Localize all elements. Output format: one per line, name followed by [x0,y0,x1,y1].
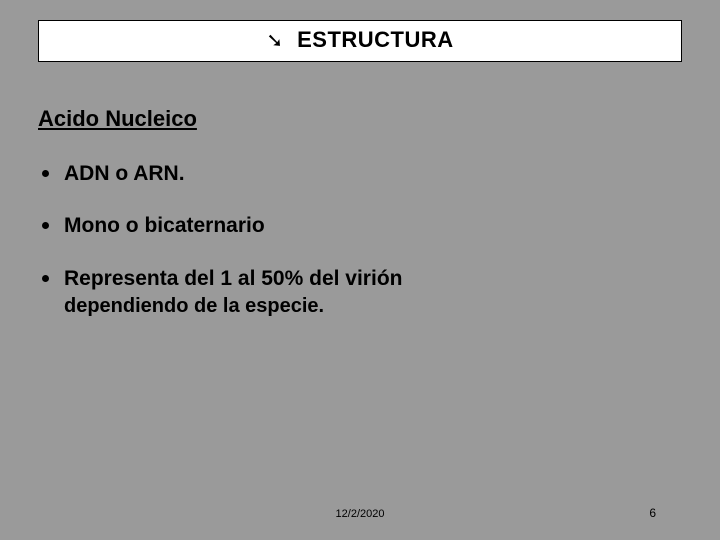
footer-date: 12/2/2020 [0,508,720,520]
list-item: ADN o ARN. [38,160,682,188]
bullet-text-line2: dependiendo de la especie. [64,293,682,320]
bullet-text: Representa del 1 al 50% del virión [64,267,402,290]
title-box: ➘ ESTRUCTURA [38,20,682,62]
slide-title: ESTRUCTURA [297,27,454,53]
diagonal-arrow-icon: ➘ [266,31,283,51]
footer-page-number: 6 [649,506,656,520]
bullet-list: ADN o ARN. Mono o bicaternario Represent… [38,160,682,320]
bullet-text: Mono o bicaternario [64,214,265,237]
slide-subtitle: Acido Nucleico [38,106,682,132]
title-row: ➘ ESTRUCTURA [266,27,453,53]
bullet-text: ADN o ARN. [64,162,185,185]
list-item: Mono o bicaternario [38,212,682,240]
slide: ➘ ESTRUCTURA Acido Nucleico ADN o ARN. M… [0,0,720,540]
list-item: Representa del 1 al 50% del virión depen… [38,265,682,320]
